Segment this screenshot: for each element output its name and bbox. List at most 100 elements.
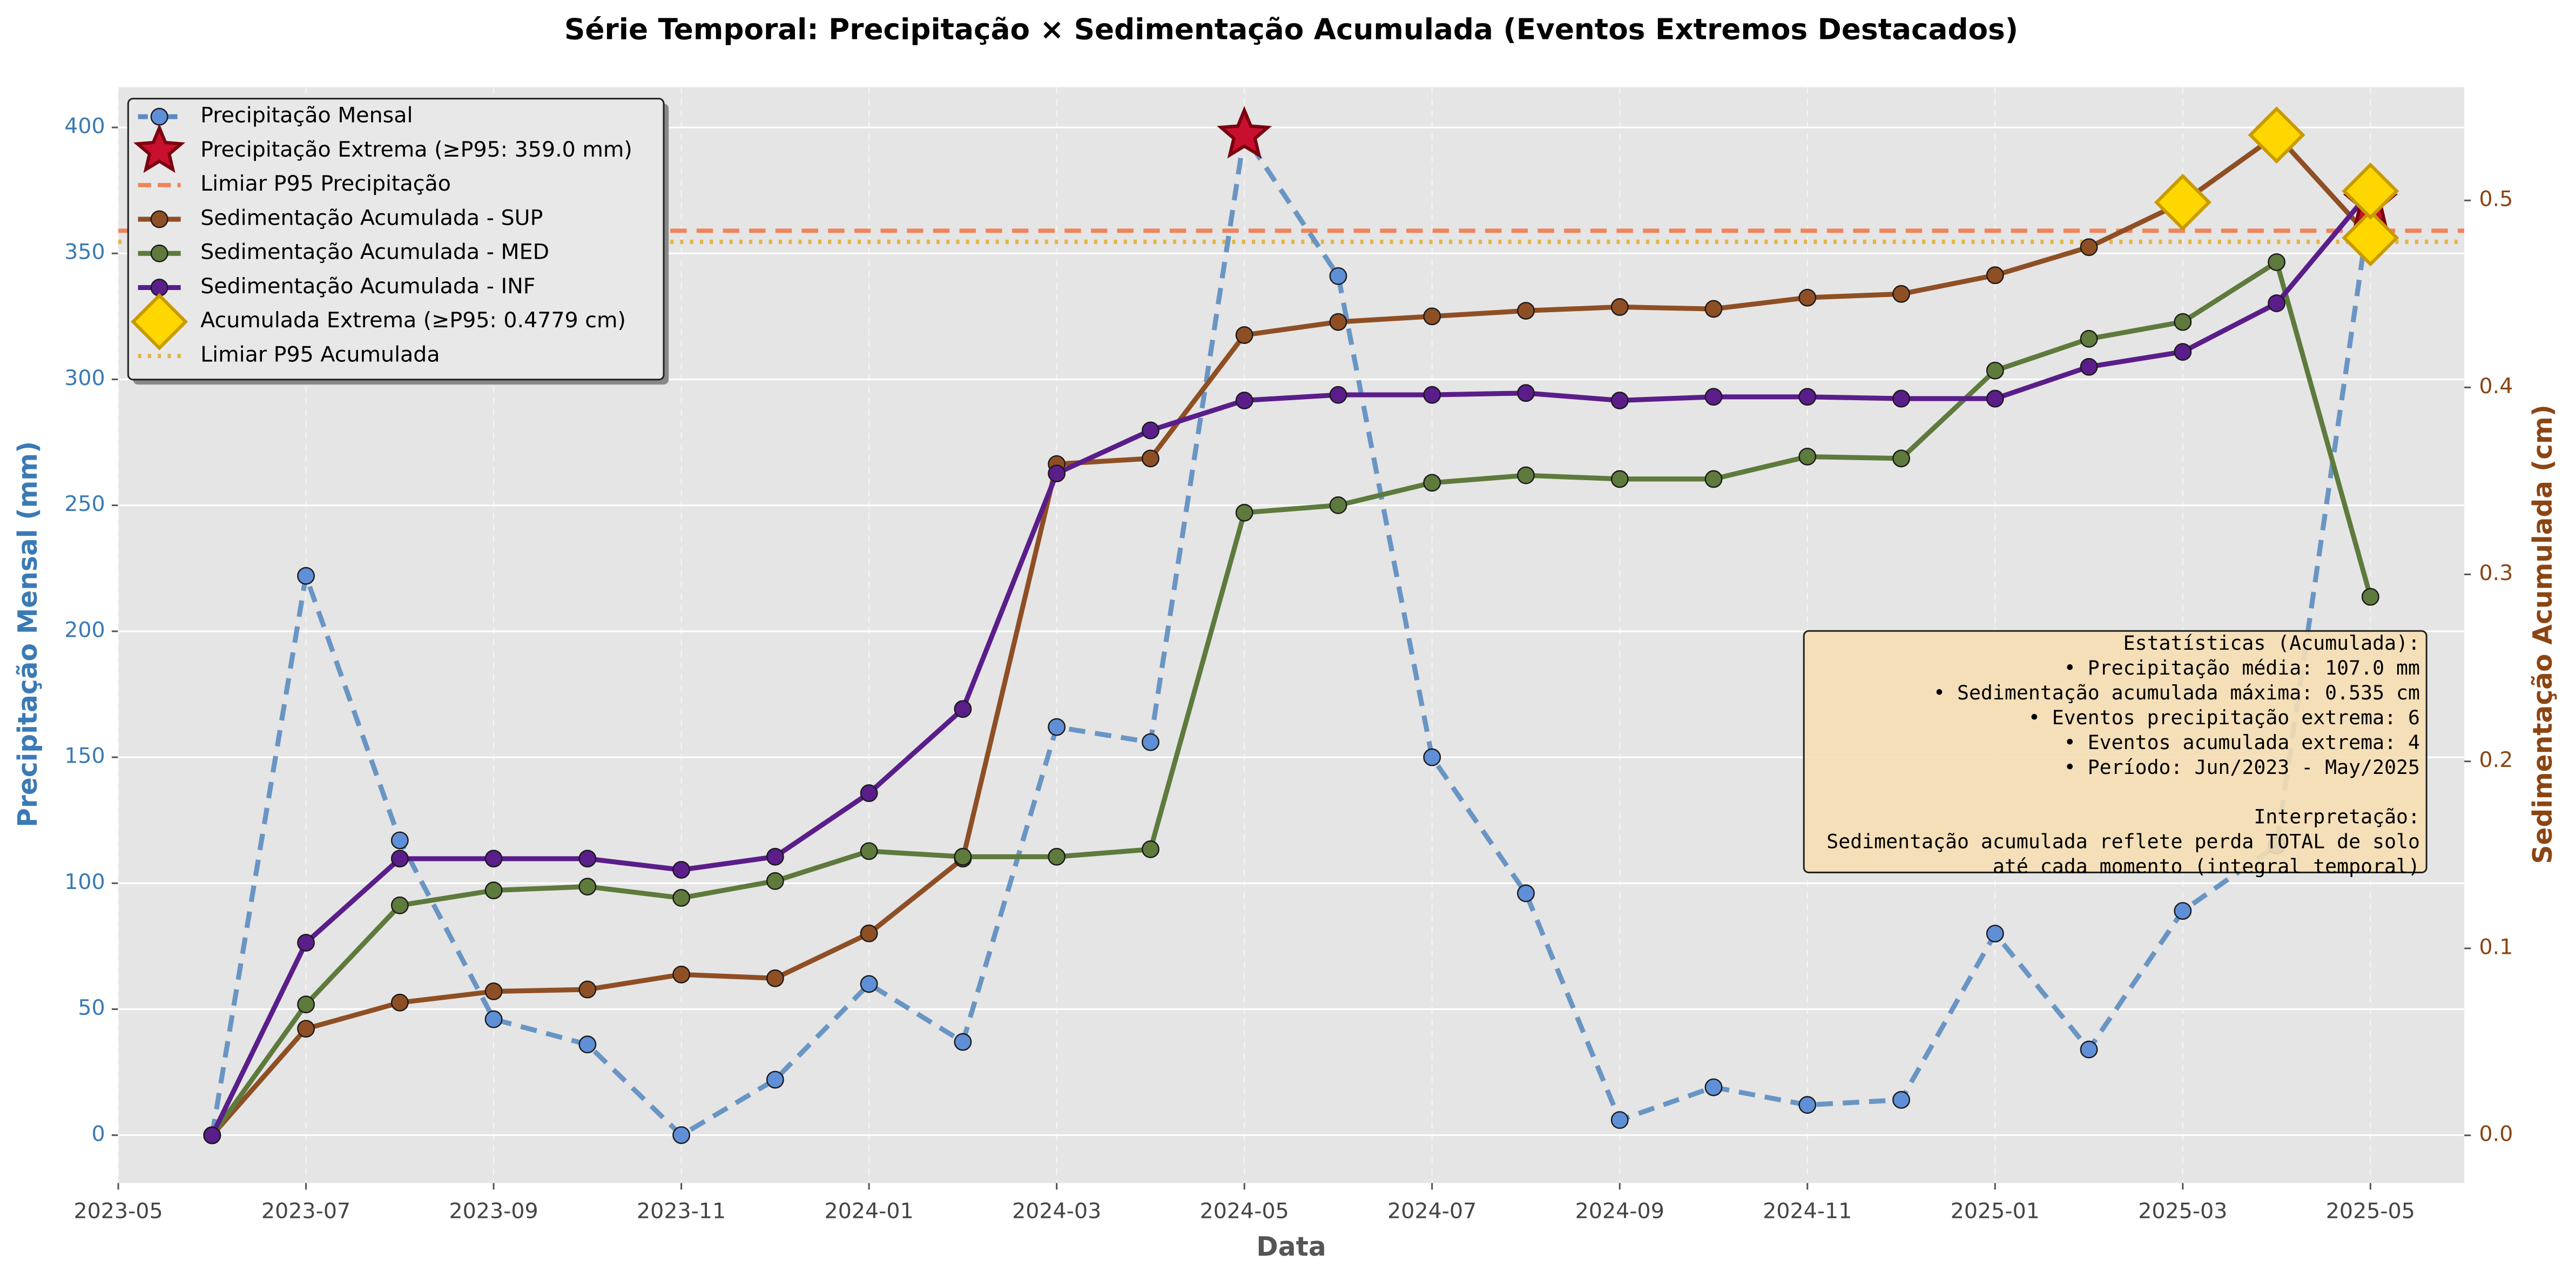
data-point [954,1033,972,1051]
legend-marker [150,210,168,228]
x-tick-label: 2025-03 [2138,1199,2227,1224]
y-axis-label: Precipitação Mensal (mm) [13,441,43,827]
data-point [672,1126,691,1144]
data-point [297,1020,315,1038]
data-point [1610,392,1629,409]
x-tick-label: 2024-05 [1200,1199,1289,1224]
y2-tick-label: 0.5 [2479,187,2513,212]
data-point [1986,361,2004,380]
legend-label: Sedimentação Acumulada - MED [200,240,549,265]
data-point [2080,238,2098,257]
data-point [1048,464,1066,483]
data-point [2080,1040,2098,1059]
y-tick-label: 300 [64,366,105,390]
data-point [484,881,503,900]
data-point [954,700,972,718]
data-point [1517,884,1535,902]
extreme-marker [1217,106,1272,159]
data-point [1986,925,2004,943]
data-point [1704,388,1723,406]
y2-tick-label: 0.4 [2479,374,2513,399]
x-tick-label: 2023-07 [261,1199,350,1224]
extreme-marker [2248,106,2305,164]
annotation-line: Estatísticas (Acumulada): [2123,631,2420,655]
y2-tick-label: 0.3 [2479,561,2513,585]
data-point [954,847,972,866]
data-point [1142,449,1159,468]
y-tick-label: 350 [64,240,105,265]
data-point [297,995,315,1014]
series-line [210,259,2373,1137]
data-point [1048,847,1066,866]
y2-tick-label: 0.0 [2479,1122,2513,1147]
y-tick-label: 250 [64,491,105,516]
data-point [1704,470,1723,488]
annotation-line: • Eventos acumulada extrema: 4 [2064,731,2420,754]
x-tick-label: 2025-01 [1951,1199,2040,1224]
data-point [1704,300,1723,318]
data-point [766,872,784,890]
y-tick-label: 400 [64,113,105,138]
annotation: Estatísticas (Acumulada):• Precipitação … [1803,630,2427,878]
data-point [1610,298,1629,316]
data-point [1517,466,1535,484]
data-point [2080,329,2098,348]
data-point [578,878,597,896]
data-point [672,965,691,983]
legend-box [127,98,665,381]
x-tick-label: 2024-03 [1012,1199,1101,1224]
legend-label: Limiar P95 Acumulada [200,342,440,367]
data-point [860,784,878,803]
x-tick-label: 2023-09 [449,1199,538,1224]
annotation-line: Sedimentação acumulada reflete perda TOT… [1826,830,2420,853]
data-point [390,850,409,868]
data-point [2174,902,2192,920]
x-tick-label: 2025-05 [2326,1199,2415,1224]
legend-marker [133,123,186,173]
y-tick-label: 200 [64,617,105,642]
data-point [297,567,315,585]
extreme-marker [2342,209,2399,267]
annotation-box [1803,630,2427,873]
data-point [1142,733,1159,751]
data-point [484,850,503,868]
data-point [1423,474,1441,492]
y-tick-label: 50 [78,995,105,1020]
y2-tick-label: 0.1 [2479,934,2513,959]
data-point [1235,503,1253,522]
data-point [390,831,409,850]
annotation-line: Interpretação: [2254,805,2420,828]
data-point [1798,388,1817,406]
legend-label: Sedimentação Acumulada - SUP [200,205,543,230]
x-tick-label: 2024-07 [1387,1199,1476,1224]
data-point [1423,748,1441,766]
data-point [2268,253,2286,271]
data-point [1329,496,1347,514]
x-tick-label: 2023-05 [73,1199,163,1224]
data-point [1892,449,1910,468]
data-point [1423,386,1441,404]
series-line [210,132,2372,1137]
x-axis-label: Data [1256,1232,1326,1262]
data-point [1892,1091,1910,1109]
data-point [484,1010,503,1028]
data-point [1986,266,2004,285]
x-tick-label: 2024-09 [1575,1199,1664,1224]
series-line [210,189,2372,1137]
data-point [203,1126,221,1144]
data-point [578,850,597,868]
legend-label: Precipitação Mensal [200,103,413,128]
y2-axis-label: Sedimentação Acumulada (cm) [2528,405,2558,864]
x-tick-label: 2024-11 [1763,1199,1852,1224]
data-point [1610,470,1629,488]
data-point [1329,386,1347,404]
y-tick-label: 150 [64,744,105,769]
data-point [2268,294,2286,312]
extreme-marker [2342,162,2399,220]
data-point [1798,447,1817,466]
legend-marker [131,293,188,351]
series-line [210,132,2373,1138]
data-point [766,969,784,987]
legend-label: Precipitação Extrema (≥P95: 359.0 mm) [200,137,632,162]
y-tick-label: 0 [92,1121,105,1146]
